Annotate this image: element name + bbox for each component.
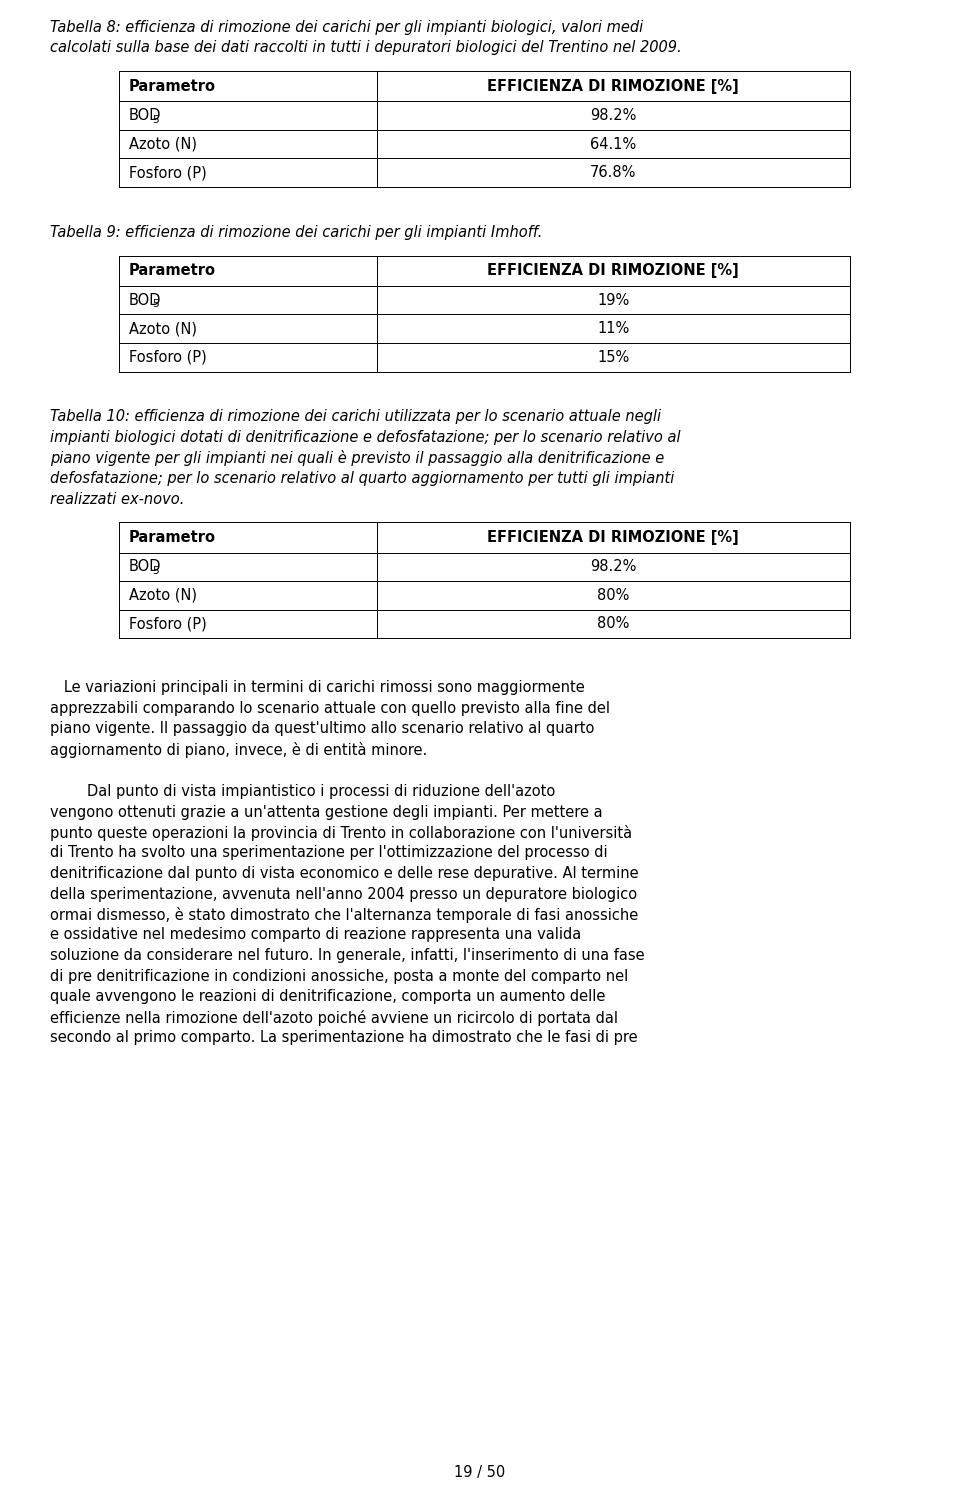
Text: Fosforo (P): Fosforo (P) bbox=[129, 350, 206, 365]
Text: BOD: BOD bbox=[129, 293, 161, 308]
Text: 64.1%: 64.1% bbox=[590, 137, 636, 152]
Text: e ossidative nel medesimo comparto di reazione rappresenta una valida: e ossidative nel medesimo comparto di re… bbox=[50, 927, 581, 942]
Text: 5: 5 bbox=[153, 115, 159, 125]
Text: Parametro: Parametro bbox=[129, 79, 216, 94]
Text: Parametro: Parametro bbox=[129, 530, 216, 545]
Text: secondo al primo comparto. La sperimentazione ha dimostrato che le fasi di pre: secondo al primo comparto. La sperimenta… bbox=[50, 1030, 637, 1045]
Text: della sperimentazione, avvenuta nell'anno 2004 presso un depuratore biologico: della sperimentazione, avvenuta nell'ann… bbox=[50, 887, 637, 902]
Text: efficienze nella rimozione dell'azoto poiché avviene un ricircolo di portata dal: efficienze nella rimozione dell'azoto po… bbox=[50, 1009, 618, 1025]
Text: 76.8%: 76.8% bbox=[590, 165, 636, 180]
Text: 19 / 50: 19 / 50 bbox=[454, 1464, 506, 1479]
Text: Azoto (N): Azoto (N) bbox=[129, 137, 197, 152]
Text: EFFICIENZA DI RIMOZIONE [%]: EFFICIENZA DI RIMOZIONE [%] bbox=[488, 79, 739, 94]
Text: punto queste operazioni la provincia di Trento in collaborazione con l'universit: punto queste operazioni la provincia di … bbox=[50, 824, 632, 841]
Text: apprezzabili comparando lo scenario attuale con quello previsto alla fine del: apprezzabili comparando lo scenario attu… bbox=[50, 701, 610, 716]
Text: Parametro: Parametro bbox=[129, 263, 216, 278]
Text: realizzati ex-novo.: realizzati ex-novo. bbox=[50, 491, 184, 506]
Text: di Trento ha svolto una sperimentazione per l'ottimizzazione del processo di: di Trento ha svolto una sperimentazione … bbox=[50, 845, 608, 860]
Text: di pre denitrificazione in condizioni anossiche, posta a monte del comparto nel: di pre denitrificazione in condizioni an… bbox=[50, 969, 628, 984]
Text: Fosforo (P): Fosforo (P) bbox=[129, 616, 206, 631]
Text: Le variazioni principali in termini di carichi rimossi sono maggiormente: Le variazioni principali in termini di c… bbox=[50, 680, 585, 695]
Text: Tabella 8: efficienza di rimozione dei carichi per gli impianti biologici, valor: Tabella 8: efficienza di rimozione dei c… bbox=[50, 19, 643, 36]
Text: BOD: BOD bbox=[129, 109, 161, 124]
Text: quale avvengono le reazioni di denitrificazione, comporta un aumento delle: quale avvengono le reazioni di denitrifi… bbox=[50, 990, 606, 1004]
Text: defosfatazione; per lo scenario relativo al quarto aggiornamento per tutti gli i: defosfatazione; per lo scenario relativo… bbox=[50, 472, 674, 487]
Text: 5: 5 bbox=[153, 299, 159, 310]
Text: 19%: 19% bbox=[597, 293, 630, 308]
Text: piano vigente. Il passaggio da quest'ultimo allo scenario relativo al quarto: piano vigente. Il passaggio da quest'ult… bbox=[50, 722, 594, 737]
Text: soluzione da considerare nel futuro. In generale, infatti, l'inserimento di una : soluzione da considerare nel futuro. In … bbox=[50, 948, 644, 963]
Text: Azoto (N): Azoto (N) bbox=[129, 321, 197, 336]
Text: 98.2%: 98.2% bbox=[590, 109, 636, 124]
Text: 15%: 15% bbox=[597, 350, 630, 365]
Text: impianti biologici dotati di denitrificazione e defosfatazione; per lo scenario : impianti biologici dotati di denitrifica… bbox=[50, 430, 681, 445]
Text: 98.2%: 98.2% bbox=[590, 559, 636, 574]
Text: vengono ottenuti grazie a un'attenta gestione degli impianti. Per mettere a: vengono ottenuti grazie a un'attenta ges… bbox=[50, 805, 603, 820]
Text: Dal punto di vista impiantistico i processi di riduzione dell'azoto: Dal punto di vista impiantistico i proce… bbox=[50, 784, 555, 799]
Text: 80%: 80% bbox=[597, 616, 630, 631]
Text: 80%: 80% bbox=[597, 588, 630, 603]
Text: EFFICIENZA DI RIMOZIONE [%]: EFFICIENZA DI RIMOZIONE [%] bbox=[488, 530, 739, 545]
Text: Tabella 9: efficienza di rimozione dei carichi per gli impianti Imhoff.: Tabella 9: efficienza di rimozione dei c… bbox=[50, 225, 542, 240]
Text: Azoto (N): Azoto (N) bbox=[129, 588, 197, 603]
Text: ormai dismesso, è stato dimostrato che l'alternanza temporale di fasi anossiche: ormai dismesso, è stato dimostrato che l… bbox=[50, 908, 638, 923]
Text: aggiornamento di piano, invece, è di entità minore.: aggiornamento di piano, invece, è di ent… bbox=[50, 741, 427, 757]
Text: piano vigente per gli impianti nei quali è previsto il passaggio alla denitrific: piano vigente per gli impianti nei quali… bbox=[50, 451, 664, 467]
Text: denitrificazione dal punto di vista economico e delle rese depurative. Al termin: denitrificazione dal punto di vista econ… bbox=[50, 866, 638, 881]
Text: 11%: 11% bbox=[597, 321, 630, 336]
Text: BOD: BOD bbox=[129, 559, 161, 574]
Text: EFFICIENZA DI RIMOZIONE [%]: EFFICIENZA DI RIMOZIONE [%] bbox=[488, 263, 739, 278]
Text: calcolati sulla base dei dati raccolti in tutti i depuratori biologici del Trent: calcolati sulla base dei dati raccolti i… bbox=[50, 40, 682, 55]
Text: 5: 5 bbox=[153, 565, 159, 576]
Text: Fosforo (P): Fosforo (P) bbox=[129, 165, 206, 180]
Text: Tabella 10: efficienza di rimozione dei carichi utilizzata per lo scenario attua: Tabella 10: efficienza di rimozione dei … bbox=[50, 409, 661, 424]
